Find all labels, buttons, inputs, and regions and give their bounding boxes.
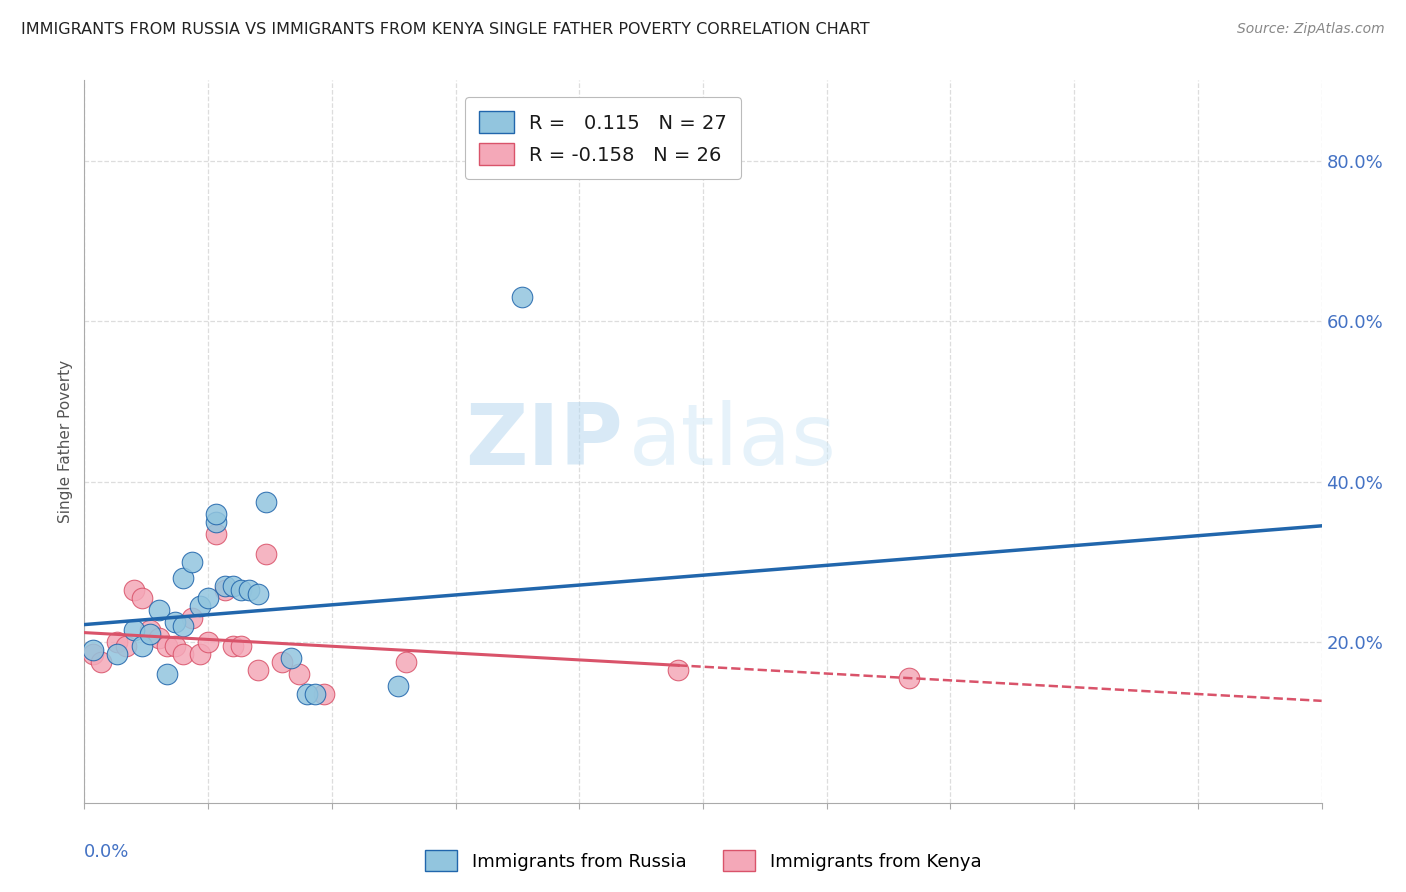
Point [172, 619, 194, 633]
Point [229, 639, 252, 653]
Point [254, 547, 277, 561]
Point [295, 687, 318, 701]
Point [105, 648, 128, 662]
Point [82, 648, 104, 662]
Point [105, 635, 128, 649]
Point [271, 655, 294, 669]
Text: 0.0%: 0.0% [84, 843, 129, 861]
Point [188, 599, 211, 614]
Point [222, 639, 245, 653]
Point [148, 603, 170, 617]
Point [666, 157, 689, 171]
Point [82, 643, 104, 657]
Text: atlas: atlas [628, 400, 837, 483]
Point [131, 591, 153, 605]
Point [122, 623, 145, 637]
Point [156, 667, 179, 681]
Point [395, 655, 418, 669]
Point [898, 671, 921, 685]
Point [205, 526, 228, 541]
Point [139, 627, 162, 641]
Point [148, 632, 170, 646]
Point [229, 583, 252, 598]
Point [254, 494, 277, 508]
Point [246, 664, 269, 678]
Point [197, 591, 219, 605]
Point [122, 583, 145, 598]
Point [188, 648, 211, 662]
Point [280, 651, 302, 665]
Point [304, 687, 326, 701]
Point [312, 687, 335, 701]
Text: Source: ZipAtlas.com: Source: ZipAtlas.com [1237, 22, 1385, 37]
Point [246, 587, 269, 601]
Point [214, 583, 236, 598]
Point [90, 655, 112, 669]
Y-axis label: Single Father Poverty: Single Father Poverty [58, 360, 73, 523]
Text: IMMIGRANTS FROM RUSSIA VS IMMIGRANTS FROM KENYA SINGLE FATHER POVERTY CORRELATIO: IMMIGRANTS FROM RUSSIA VS IMMIGRANTS FRO… [21, 22, 870, 37]
Point [387, 680, 409, 694]
Legend: R =   0.115   N = 27, R = -0.158   N = 26: R = 0.115 N = 27, R = -0.158 N = 26 [465, 97, 741, 179]
Point [172, 571, 194, 585]
Point [165, 639, 187, 653]
Point [180, 611, 202, 625]
Point [222, 579, 245, 593]
Point [510, 290, 533, 304]
Point [205, 515, 228, 529]
Point [139, 623, 162, 637]
Point [165, 615, 187, 630]
Point [172, 648, 194, 662]
Point [197, 635, 219, 649]
Point [114, 639, 136, 653]
Legend: Immigrants from Russia, Immigrants from Kenya: Immigrants from Russia, Immigrants from … [418, 843, 988, 879]
Point [214, 579, 236, 593]
Point [666, 664, 689, 678]
Point [238, 583, 260, 598]
Point [288, 667, 311, 681]
Text: ZIP: ZIP [465, 400, 623, 483]
Point [156, 639, 179, 653]
Point [205, 507, 228, 521]
Point [180, 555, 202, 569]
Point [131, 639, 153, 653]
